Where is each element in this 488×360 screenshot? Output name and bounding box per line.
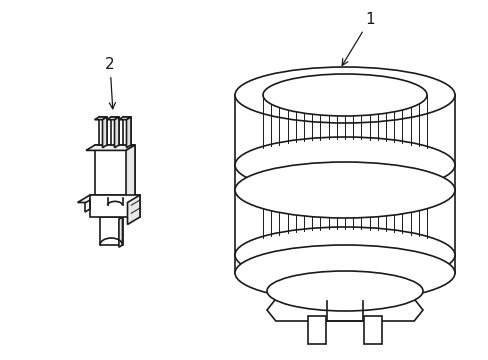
Polygon shape <box>266 299 422 321</box>
Polygon shape <box>100 217 122 245</box>
Polygon shape <box>77 195 140 202</box>
Polygon shape <box>106 117 119 120</box>
Polygon shape <box>94 117 107 120</box>
Polygon shape <box>114 117 119 148</box>
Bar <box>363 316 381 344</box>
Polygon shape <box>119 217 122 247</box>
Ellipse shape <box>235 67 454 123</box>
Polygon shape <box>127 195 140 225</box>
Polygon shape <box>85 200 90 212</box>
Polygon shape <box>118 117 131 120</box>
Polygon shape <box>99 117 107 145</box>
Polygon shape <box>123 117 131 145</box>
Polygon shape <box>95 145 135 195</box>
Ellipse shape <box>235 162 454 218</box>
Polygon shape <box>126 145 135 201</box>
Ellipse shape <box>235 245 454 301</box>
Bar <box>307 316 325 344</box>
Polygon shape <box>102 117 107 148</box>
Polygon shape <box>90 195 140 217</box>
Text: 1: 1 <box>342 12 374 66</box>
Text: 2: 2 <box>105 57 115 109</box>
Ellipse shape <box>263 74 426 116</box>
Polygon shape <box>126 117 131 148</box>
Polygon shape <box>86 145 135 150</box>
Ellipse shape <box>266 271 422 311</box>
Ellipse shape <box>235 137 454 193</box>
Ellipse shape <box>235 227 454 283</box>
Polygon shape <box>111 117 119 145</box>
